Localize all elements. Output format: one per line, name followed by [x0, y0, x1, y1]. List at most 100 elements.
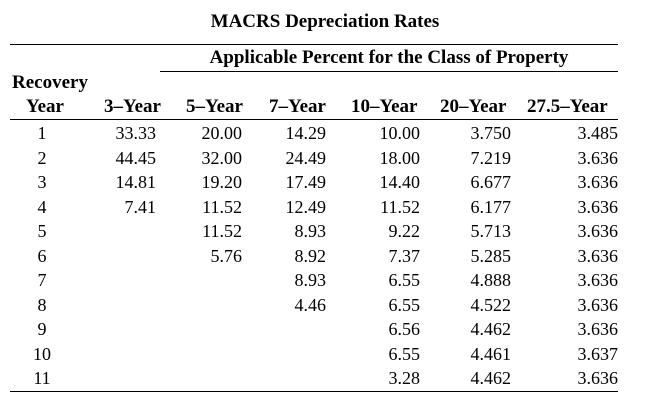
header-20-year: 20–Year	[440, 96, 507, 117]
cell-27-5-year: 3.636	[577, 319, 619, 339]
cell-3-year	[74, 219, 156, 244]
subtitle-rule	[160, 71, 618, 72]
cell-20-year: 4.462	[470, 368, 512, 388]
cell-recovery-year: 6	[37, 245, 47, 266]
cell-27-5-year: 3.636	[577, 172, 619, 192]
cell-5-year: 20.00	[201, 123, 243, 143]
cell-5-year	[156, 366, 242, 391]
cell-5-year: 5.76	[210, 245, 243, 266]
cell-5-year	[156, 342, 242, 367]
cell-27-5-year: 3.636	[577, 294, 619, 315]
cell-recovery-year: 2	[37, 147, 47, 168]
table-row: 4 7.41 11.52 12.49 11.52 6.177 3.636	[10, 195, 619, 220]
cell-7-year	[242, 366, 326, 391]
cell-7-year: 24.49	[285, 147, 327, 168]
cell-7-year	[242, 342, 326, 367]
cell-recovery-year: 5	[37, 221, 47, 241]
table-row: 10 6.55 4.461 3.637	[10, 342, 618, 367]
cell-10-year: 6.56	[388, 319, 421, 339]
cell-5-year: 11.52	[202, 196, 242, 217]
cell-10-year: 3.28	[388, 368, 421, 388]
cell-7-year: 12.49	[285, 196, 327, 217]
header-5-year: 5–Year	[186, 96, 243, 117]
table-row: 11 3.28 4.462 3.636	[10, 366, 618, 391]
header-3-year: 3–Year	[104, 96, 161, 117]
header-7-year: 7–Year	[269, 96, 326, 117]
bottom-rule	[10, 391, 618, 392]
cell-27-5-year: 3.636	[577, 147, 619, 168]
cell-20-year: 6.677	[470, 172, 512, 192]
table-row: 3 14.81 19.20 17.49 14.40 6.677 3.636	[10, 170, 619, 195]
cell-3-year	[74, 317, 156, 342]
cell-3-year: 14.81	[115, 172, 157, 192]
cell-recovery-year: 4	[37, 196, 47, 217]
cell-10-year: 11.52	[380, 196, 420, 217]
cell-10-year: 7.37	[388, 245, 421, 266]
cell-10-year: 6.55	[388, 343, 421, 364]
table-row: 2 44.45 32.00 24.49 18.00 7.219 3.636	[10, 146, 619, 171]
cell-20-year: 5.285	[470, 245, 512, 266]
cell-27-5-year: 3.636	[577, 270, 619, 290]
cell-5-year: 32.00	[201, 147, 243, 168]
cell-3-year	[74, 293, 156, 318]
cell-20-year: 4.522	[470, 294, 512, 315]
cell-20-year: 4.888	[470, 270, 512, 290]
cell-10-year: 9.22	[388, 221, 421, 241]
cell-27-5-year: 3.636	[577, 221, 619, 241]
cell-7-year: 8.93	[294, 270, 327, 290]
table-row: 7 8.93 6.55 4.888 3.636	[10, 268, 619, 293]
cell-3-year	[74, 342, 156, 367]
table-row: 5 11.52 8.93 9.22 5.713 3.636	[10, 219, 619, 244]
cell-5-year	[156, 268, 242, 293]
cell-recovery-year: 7	[37, 270, 47, 290]
cell-10-year: 6.55	[388, 294, 421, 315]
cell-recovery-year: 10	[33, 343, 51, 364]
header-recovery: Recovery	[12, 72, 88, 93]
cell-5-year	[156, 317, 242, 342]
cell-recovery-year: 9	[37, 319, 47, 339]
cell-7-year: 14.29	[285, 123, 327, 143]
cell-recovery-year: 11	[33, 368, 51, 388]
cell-27-5-year: 3.636	[577, 368, 619, 388]
cell-7-year: 8.93	[294, 221, 327, 241]
cell-27-5-year: 3.485	[577, 123, 619, 143]
rates-table: 1 33.33 20.00 14.29 10.00 3.750 3.485 2 44.45 32.…	[10, 121, 618, 391]
cell-10-year: 14.40	[379, 172, 421, 192]
cell-20-year: 6.177	[470, 196, 512, 217]
table-row: 1 33.33 20.00 14.29 10.00 3.750 3.485	[10, 121, 619, 146]
cell-27-5-year: 3.636	[577, 245, 619, 266]
table-row: 9 6.56 4.462 3.636	[10, 317, 619, 342]
cell-5-year: 11.52	[202, 221, 242, 241]
header-27-5-year: 27.5–Year	[527, 96, 608, 117]
header-rule	[10, 119, 618, 120]
table-subtitle: Applicable Percent for the Class of Prop…	[209, 47, 569, 68]
table-row: 6 5.76 8.92 7.37 5.285 3.636	[10, 244, 619, 269]
cell-5-year: 19.20	[201, 172, 243, 192]
top-rule	[10, 44, 618, 45]
cell-recovery-year: 8	[37, 294, 47, 315]
cell-5-year	[156, 293, 242, 318]
cell-3-year	[74, 244, 156, 269]
cell-3-year	[74, 366, 156, 391]
cell-7-year	[242, 317, 326, 342]
cell-recovery-year: 1	[37, 123, 47, 143]
cell-7-year: 8.92	[294, 245, 327, 266]
cell-3-year: 33.33	[115, 123, 157, 143]
cell-3-year: 7.41	[124, 196, 157, 217]
header-10-year: 10–Year	[351, 96, 418, 117]
header-year: Year	[26, 96, 64, 117]
cell-10-year: 6.55	[388, 270, 421, 290]
cell-20-year: 5.713	[470, 221, 512, 241]
cell-3-year: 44.45	[115, 147, 157, 168]
table-title: MACRS Depreciation Rates	[210, 11, 440, 32]
cell-20-year: 4.462	[470, 319, 512, 339]
cell-3-year	[74, 268, 156, 293]
cell-20-year: 3.750	[470, 123, 512, 143]
cell-7-year: 4.46	[294, 294, 327, 315]
cell-recovery-year: 3	[37, 172, 47, 192]
cell-7-year: 17.49	[285, 172, 327, 192]
cell-20-year: 7.219	[470, 147, 512, 168]
cell-20-year: 4.461	[470, 343, 512, 364]
cell-27-5-year: 3.636	[577, 196, 619, 217]
cell-10-year: 10.00	[379, 123, 421, 143]
